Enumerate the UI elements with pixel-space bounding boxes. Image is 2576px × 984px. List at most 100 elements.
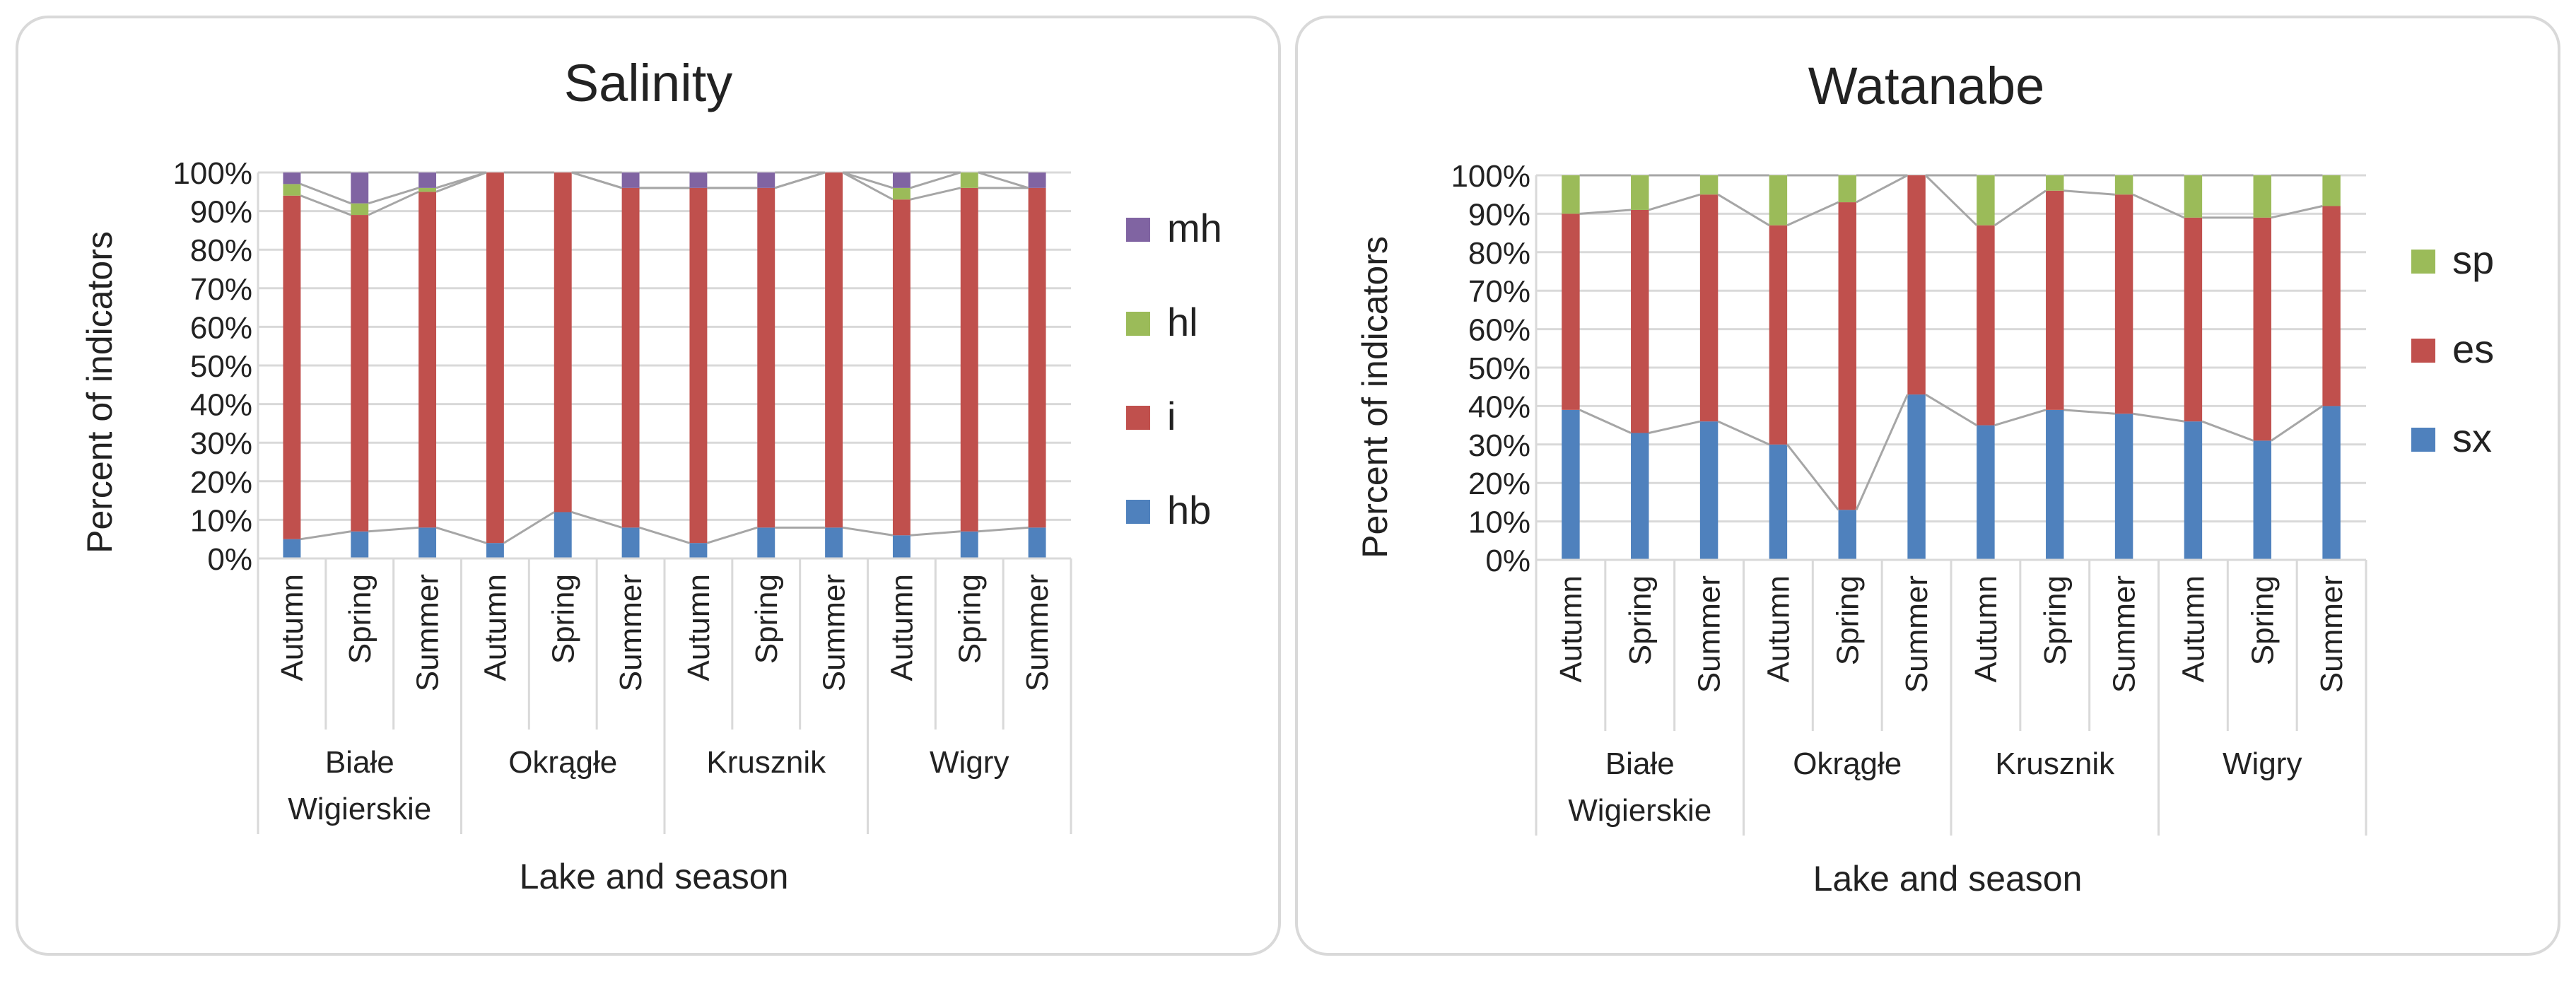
watanabe-series-line — [2271, 405, 2324, 442]
salinity-bar-hb — [757, 527, 775, 558]
salinity-bar-mh — [1028, 172, 1046, 188]
watanabe-bar-sx — [1631, 433, 1649, 560]
salinity-bar-i — [825, 172, 843, 528]
watanabe-series-line — [1717, 193, 1770, 227]
watanabe-bar-sp — [1977, 175, 1995, 226]
watanabe-y-tick-label: 0% — [1485, 544, 1530, 578]
watanabe-group-label: Okrągłe — [1793, 746, 1902, 781]
salinity-bar-i — [351, 215, 369, 532]
salinity-bar-hl — [283, 184, 301, 196]
watanabe-y-tick-label: 30% — [1468, 428, 1530, 463]
salinity-bar-i — [554, 172, 572, 512]
watanabe-bar-es — [1769, 225, 1788, 445]
salinity-legend-swatch-mh — [1126, 218, 1150, 242]
salinity-bar-i — [757, 187, 775, 528]
salinity-x-tick-label: Spring — [952, 574, 987, 664]
watanabe-x-axis-label: Lake and season — [1813, 859, 2083, 898]
watanabe-x-tick-label: Autumn — [1554, 575, 1588, 683]
watanabe-series-line — [1856, 174, 1909, 204]
salinity-legend-swatch-hl — [1126, 312, 1150, 336]
salinity-y-axis-label: Percent of indicators — [80, 231, 119, 554]
salinity-legend-label-i: i — [1167, 394, 1176, 438]
watanabe-x-tick-label: Spring — [2038, 575, 2073, 665]
watanabe-legend-swatch-sp — [2411, 250, 2435, 274]
salinity-bar-hb — [351, 531, 369, 558]
salinity-bar-mh — [351, 172, 369, 204]
salinity-series-line — [910, 530, 961, 537]
salinity-series-line — [842, 171, 894, 201]
salinity-series-line — [300, 182, 351, 205]
watanabe-bar-es — [1907, 175, 1926, 395]
salinity-plot: 0% 10%20% 30%40% 50% 60%70% 80%90% 100% Autumn S… — [172, 156, 1222, 834]
watanabe-bar-es — [1838, 202, 1856, 510]
salinity-legend-label-hl: hl — [1167, 300, 1198, 344]
salinity-group-label: Okrągłe — [508, 745, 617, 780]
salinity-bar-hl — [351, 203, 369, 216]
watanabe-series-line — [1925, 393, 1977, 426]
watanabe-title: Watanabe — [1808, 57, 2045, 115]
watanabe-bar-sx — [2253, 440, 2271, 560]
salinity-series-line — [435, 526, 487, 544]
watanabe-group-label: Białe — [1605, 746, 1675, 781]
watanabe-bar-sx — [2184, 421, 2203, 560]
salinity-y-tick-label: 100% — [172, 156, 252, 191]
salinity-series-line — [571, 171, 623, 189]
salinity-bar-i — [418, 192, 437, 528]
salinity-bar-hl — [892, 187, 911, 200]
watanabe-bar-es — [1631, 209, 1649, 433]
watanabe-bar-sp — [2046, 175, 2064, 191]
watanabe-bar-sp — [1838, 175, 1856, 203]
watanabe-y-tick-label: 70% — [1468, 274, 1530, 309]
watanabe-y-axis-label: Percent of indicators — [1355, 236, 1395, 558]
watanabe-bar-sx — [2046, 409, 2064, 560]
watanabe-series-line — [1579, 409, 1632, 434]
salinity-y-tick-label: 0% — [207, 542, 252, 577]
salinity-bar-hl — [960, 172, 978, 188]
watanabe-bar-sx — [2114, 414, 2133, 560]
watanabe-series-line — [2063, 409, 2115, 415]
salinity-bar-i — [689, 187, 708, 544]
watanabe-y-tick-label: 40% — [1468, 390, 1530, 424]
watanabe-bar-sp — [2114, 175, 2133, 195]
salinity-y-tick-label: 80% — [190, 233, 252, 268]
salinity-bar-hb — [621, 527, 640, 558]
watanabe-series-line — [1649, 420, 1701, 434]
salinity-y-tick-label: 30% — [190, 426, 252, 461]
watanabe-bar-sx — [1907, 394, 1926, 560]
salinity-y-tick-label: 50% — [190, 349, 252, 384]
watanabe-legend-swatch-sx — [2411, 428, 2435, 452]
watanabe-group-label: Wigry — [2223, 746, 2302, 781]
watanabe-bar-sx — [2322, 406, 2341, 560]
salinity-series-line — [842, 526, 894, 537]
watanabe-bar-sx — [1977, 425, 1995, 560]
salinity-bar-i — [892, 199, 911, 536]
watanabe-y-tick-label: 90% — [1468, 197, 1530, 232]
watanabe-bar-sp — [2184, 175, 2203, 218]
salinity-legend-label-mh: mh — [1167, 206, 1222, 250]
salinity-series-line — [435, 171, 487, 189]
salinity-group-label: Wigry — [930, 745, 1009, 780]
salinity-series-line — [910, 187, 961, 201]
salinity-legend-swatch-i — [1126, 406, 1150, 430]
watanabe-series-line — [2271, 205, 2323, 219]
watanabe-bar-es — [2114, 194, 2133, 414]
watanabe-bar-sx — [1838, 510, 1856, 560]
watanabe-legend-label-sx: sx — [2452, 416, 2492, 460]
watanabe-x-tick-label: Spring — [2245, 575, 2280, 665]
watanabe-x-tick-label: Summer — [1692, 575, 1727, 693]
salinity-bar-i — [960, 187, 978, 532]
watanabe-x-tick-label: Summer — [1899, 575, 1934, 693]
watanabe-series-line — [2201, 420, 2254, 442]
salinity-x-tick-label: Summer — [817, 574, 852, 691]
watanabe-y-tick-label: 10% — [1468, 505, 1530, 540]
watanabe-x-tick-label: Spring — [1623, 575, 1658, 665]
salinity-bar-hb — [1028, 527, 1046, 558]
salinity-bar-hb — [960, 531, 978, 558]
salinity-bar-i — [1028, 187, 1046, 528]
salinity-x-axis-label: Lake and season — [520, 857, 789, 896]
salinity-x-tick-label: Autumn — [884, 574, 919, 681]
watanabe-series-line — [1786, 443, 1839, 511]
watanabe-y-tick-label: 80% — [1468, 236, 1530, 271]
salinity-bar-mh — [757, 172, 775, 188]
